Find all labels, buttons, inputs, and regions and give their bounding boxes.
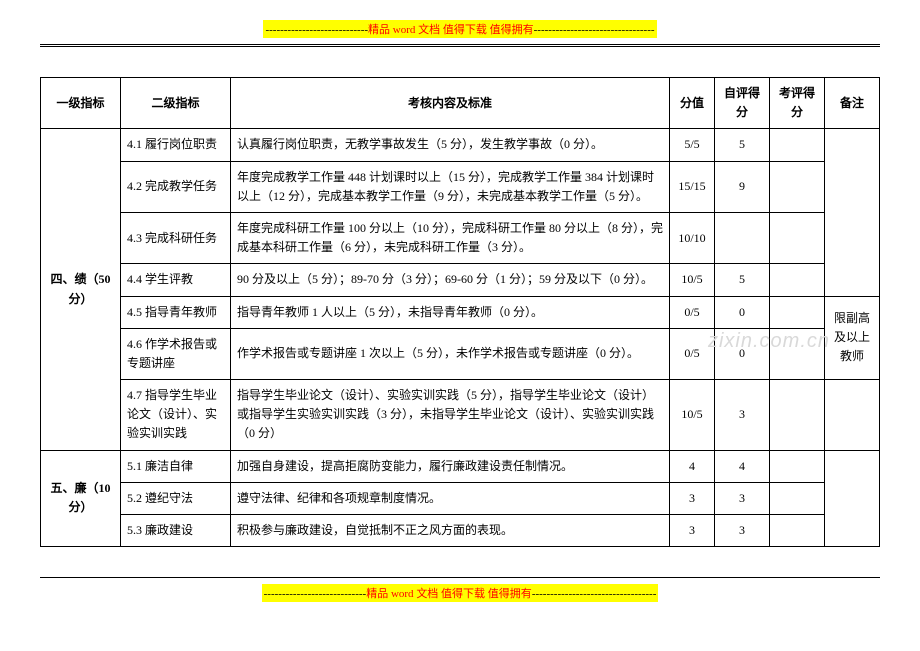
cell-content: 90 分及以上（5 分）；89-70 分（3 分）；69-60 分（1 分）；5… (231, 264, 670, 296)
th-content: 考核内容及标准 (231, 78, 670, 129)
cell-eval (770, 482, 825, 514)
cell-note-empty (825, 380, 880, 451)
cell-eval (770, 212, 825, 263)
footer-banner: ----------------------------精品 word 文档 值… (40, 584, 880, 602)
cell-l2: 5.3 廉政建设 (121, 515, 231, 547)
bottom-rule (40, 577, 880, 578)
cell-self: 4 (715, 450, 770, 482)
cell-content: 积极参与廉政建设，自觉抵制不正之风方面的表现。 (231, 515, 670, 547)
banner-prefix: 精品 (368, 24, 390, 36)
evaluation-table: 一级指标 二级指标 考核内容及标准 分值 自评得分 考评得分 备注 四、绩（50… (40, 77, 880, 547)
banner-mid: 文档 值得下载 值得拥有 (416, 588, 532, 600)
cell-content: 指导青年教师 1 人以上（5 分），未指导青年教师（0 分）。 (231, 296, 670, 328)
cell-score: 10/5 (670, 380, 715, 451)
cell-l2: 5.1 廉洁自律 (121, 450, 231, 482)
table-row: 4.2 完成教学任务 年度完成教学工作量 448 计划课时以上（15 分），完成… (41, 161, 880, 212)
cell-content: 年度完成教学工作量 448 计划课时以上（15 分），完成教学工作量 384 计… (231, 161, 670, 212)
top-rule (40, 44, 880, 47)
cell-eval (770, 129, 825, 161)
th-l2: 二级指标 (121, 78, 231, 129)
header-banner: ----------------------------精品 word 文档 值… (40, 20, 880, 38)
th-l1: 一级指标 (41, 78, 121, 129)
cell-score: 5/5 (670, 129, 715, 161)
banner-word: word (390, 24, 418, 36)
cell-l2: 5.2 遵纪守法 (121, 482, 231, 514)
table-row: 四、绩（50 分） 4.1 履行岗位职责 认真履行岗位职责，无教学事故发生（5 … (41, 129, 880, 161)
dash-right: --------------------------------- (534, 24, 655, 36)
cell-l2: 4.5 指导青年教师 (121, 296, 231, 328)
cell-self: 5 (715, 264, 770, 296)
table-row: 4.4 学生评教 90 分及以上（5 分）；89-70 分（3 分）；69-60… (41, 264, 880, 296)
cell-eval (770, 515, 825, 547)
table-row: 4.5 指导青年教师 指导青年教师 1 人以上（5 分），未指导青年教师（0 分… (41, 296, 880, 328)
cell-self: 0 (715, 296, 770, 328)
dash-right: ---------------------------------- (532, 588, 657, 600)
table-row: 4.7 指导学生毕业论文（设计）、实验实训实践 指导学生毕业论文（设计）、实验实… (41, 380, 880, 451)
banner-word: word (388, 588, 416, 600)
table-row: 4.3 完成科研任务 年度完成科研工作量 100 分以上（10 分），完成科研工… (41, 212, 880, 263)
th-note: 备注 (825, 78, 880, 129)
cell-self: 3 (715, 515, 770, 547)
section4-note: 限副高及以上教师 (825, 296, 880, 380)
cell-score: 10/10 (670, 212, 715, 263)
cell-self: 3 (715, 482, 770, 514)
cell-self: 0 (715, 328, 770, 379)
table-row: 五、廉（10 分） 5.1 廉洁自律 加强自身建设，提高拒腐防变能力，履行廉政建… (41, 450, 880, 482)
dash-left: ---------------------------- (265, 24, 368, 36)
table-row: 5.2 遵纪守法 遵守法律、纪律和各项规章制度情况。 3 3 (41, 482, 880, 514)
section5-title: 五、廉（10 分） (41, 450, 121, 547)
cell-note-empty (825, 450, 880, 547)
banner-prefix: 精品 (366, 588, 388, 600)
table-header-row: 一级指标 二级指标 考核内容及标准 分值 自评得分 考评得分 备注 (41, 78, 880, 129)
dash-left: ---------------------------- (264, 588, 367, 600)
th-eval: 考评得分 (770, 78, 825, 129)
cell-self: 9 (715, 161, 770, 212)
cell-l2: 4.6 作学术报告或专题讲座 (121, 328, 231, 379)
cell-score: 3 (670, 515, 715, 547)
cell-content: 加强自身建设，提高拒腐防变能力，履行廉政建设责任制情况。 (231, 450, 670, 482)
section4-title: 四、绩（50 分） (41, 129, 121, 450)
cell-content: 指导学生毕业论文（设计）、实验实训实践（5 分），指导学生毕业论文（设计）或指导… (231, 380, 670, 451)
cell-self (715, 212, 770, 263)
cell-content: 作学术报告或专题讲座 1 次以上（5 分），未作学术报告或专题讲座（0 分）。 (231, 328, 670, 379)
cell-content: 认真履行岗位职责，无教学事故发生（5 分），发生教学事故（0 分）。 (231, 129, 670, 161)
cell-self: 3 (715, 380, 770, 451)
cell-score: 0/5 (670, 328, 715, 379)
table-row: 5.3 廉政建设 积极参与廉政建设，自觉抵制不正之风方面的表现。 3 3 (41, 515, 880, 547)
cell-eval (770, 161, 825, 212)
cell-eval (770, 328, 825, 379)
cell-l2: 4.7 指导学生毕业论文（设计）、实验实训实践 (121, 380, 231, 451)
cell-score: 10/5 (670, 264, 715, 296)
cell-content: 年度完成科研工作量 100 分以上（10 分），完成科研工作量 80 分以上（8… (231, 212, 670, 263)
cell-eval (770, 450, 825, 482)
th-score: 分值 (670, 78, 715, 129)
banner-mid: 文档 值得下载 值得拥有 (418, 24, 534, 36)
cell-l2: 4.2 完成教学任务 (121, 161, 231, 212)
cell-eval (770, 380, 825, 451)
cell-score: 0/5 (670, 296, 715, 328)
cell-eval (770, 296, 825, 328)
cell-score: 3 (670, 482, 715, 514)
cell-l2: 4.1 履行岗位职责 (121, 129, 231, 161)
cell-score: 15/15 (670, 161, 715, 212)
cell-l2: 4.4 学生评教 (121, 264, 231, 296)
cell-eval (770, 264, 825, 296)
cell-self: 5 (715, 129, 770, 161)
cell-content: 遵守法律、纪律和各项规章制度情况。 (231, 482, 670, 514)
cell-l2: 4.3 完成科研任务 (121, 212, 231, 263)
cell-note-empty (825, 129, 880, 296)
cell-score: 4 (670, 450, 715, 482)
table-row: 4.6 作学术报告或专题讲座 作学术报告或专题讲座 1 次以上（5 分），未作学… (41, 328, 880, 379)
th-self: 自评得分 (715, 78, 770, 129)
